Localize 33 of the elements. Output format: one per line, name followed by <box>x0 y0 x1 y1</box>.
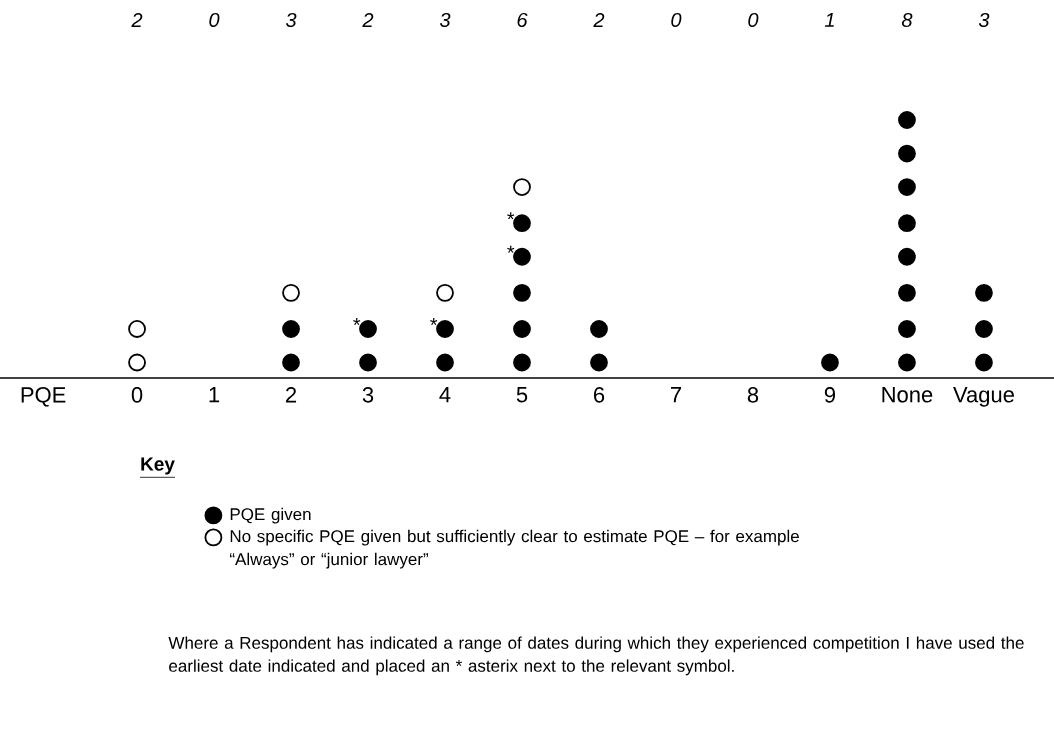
text: 3 <box>285 12 297 28</box>
text: 2 <box>131 13 143 27</box>
x-tick-label: 0 <box>131 387 143 403</box>
x-tick-label: Vague <box>953 387 1014 407</box>
text: 6 <box>517 12 528 28</box>
x-tick-label: 1 <box>209 387 220 403</box>
legend-label: PQE given <box>230 507 311 524</box>
x-tick-label: 6 <box>594 387 605 403</box>
annotation: * <box>507 212 515 220</box>
annotation: * <box>353 318 361 326</box>
text: 0 <box>209 12 220 28</box>
x-tick-label: 4 <box>439 387 451 403</box>
text: 2 <box>593 13 605 27</box>
x-axis-title: PQE <box>21 387 66 407</box>
x-tick-label: 7 <box>670 387 681 403</box>
text: 0 <box>748 12 759 28</box>
x-tick-label: 8 <box>747 387 759 403</box>
x-tick-label: 5 <box>516 387 528 403</box>
text: 3 <box>439 12 451 28</box>
text: 8 <box>901 12 913 28</box>
text: Where a Respondent has indicated a range of dates during which they experienced competition I have used the earliest date indicated and placed an * asterix next to the relevant symbol. <box>168 636 1024 676</box>
annotation: * <box>507 245 515 253</box>
x-tick-label: None <box>882 387 933 403</box>
annotation: * <box>430 318 438 326</box>
legend-label: No specific PQE given but sufficiently clear to estimate PQE – for example “Always” or “junior lawyer” <box>230 529 799 569</box>
text: 0 <box>671 12 682 28</box>
text: 3 <box>978 12 990 28</box>
text: 2 <box>362 13 374 27</box>
x-tick-label: 9 <box>824 387 836 403</box>
x-tick-label: 3 <box>362 387 374 403</box>
x-tick-label: 2 <box>286 387 297 403</box>
legend-title: Key <box>141 457 175 475</box>
text: 1 <box>824 13 834 27</box>
